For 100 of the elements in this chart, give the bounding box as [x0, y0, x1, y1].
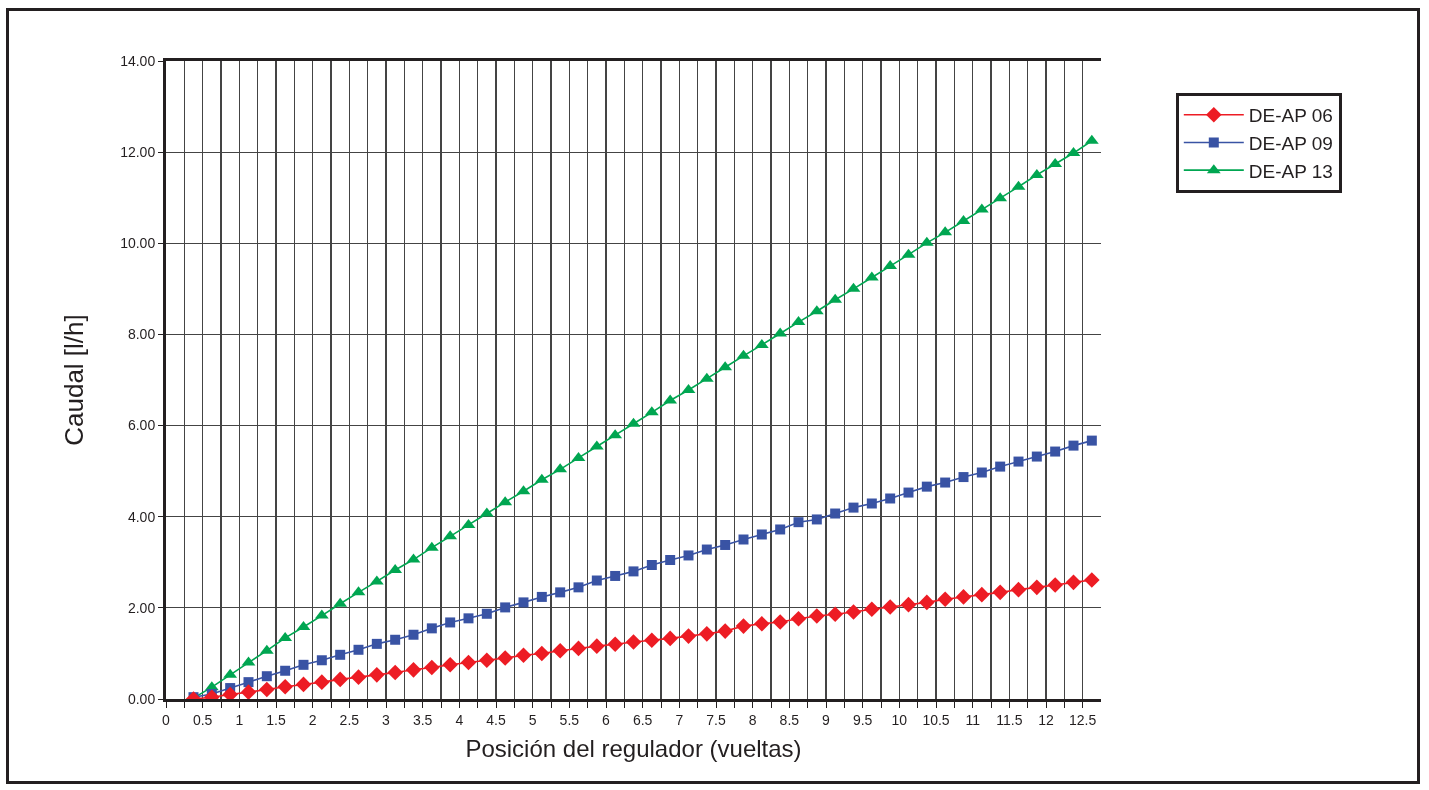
point [518, 597, 529, 608]
point [646, 560, 657, 571]
point [1065, 574, 1082, 591]
point [665, 555, 676, 566]
point [280, 665, 291, 676]
point [625, 634, 642, 650]
point [332, 671, 348, 688]
x-tick-label: 3 [382, 711, 391, 728]
point [882, 599, 898, 615]
point [371, 638, 382, 649]
point [811, 514, 822, 525]
point [845, 604, 862, 620]
x-tick-label: 2.5 [339, 711, 360, 728]
x-tick-label: 4 [455, 711, 464, 728]
x-tick-label: 3.5 [412, 711, 433, 728]
point [976, 467, 987, 478]
point [350, 669, 367, 685]
y-tick-label: 10.00 [120, 235, 156, 252]
x-tick-label: 6.5 [632, 711, 653, 728]
y-tick-label: 12.00 [120, 144, 156, 161]
point [591, 575, 602, 586]
point [243, 677, 254, 688]
legend-label: DE-AP 09 [1248, 132, 1333, 154]
x-tick-label: 9 [822, 711, 831, 728]
point [992, 584, 1008, 601]
point [500, 602, 511, 613]
point [481, 608, 492, 619]
point [827, 606, 843, 623]
point [885, 493, 896, 504]
point [277, 678, 293, 695]
y-tick-label: 2.00 [127, 599, 156, 616]
point [699, 626, 715, 642]
point [866, 498, 877, 509]
point [426, 623, 437, 634]
point [610, 570, 621, 581]
x-tick-label: 8 [748, 711, 757, 728]
y-tick-label: 6.00 [127, 417, 156, 434]
point [463, 613, 474, 624]
x-tick-label: 9.5 [852, 711, 873, 728]
legend-label: DE-AP 13 [1248, 160, 1333, 182]
point [298, 659, 309, 670]
point [974, 586, 990, 603]
point [555, 587, 566, 598]
point [607, 636, 623, 653]
point [295, 676, 312, 693]
point [314, 674, 330, 690]
point [316, 655, 327, 666]
x-tick-label: 10.5 [922, 711, 950, 728]
y-axis-title: Caudal [l/h] [58, 314, 89, 446]
point [1086, 435, 1097, 446]
point [1010, 581, 1027, 598]
x-tick-label: 7 [675, 711, 684, 728]
point [335, 649, 346, 660]
point [515, 647, 532, 664]
point [442, 657, 458, 673]
y-tick-label: 4.00 [127, 508, 156, 525]
point [940, 477, 951, 488]
point [717, 623, 733, 639]
x-tick-label: 4.5 [486, 711, 506, 728]
point [479, 652, 495, 669]
x-tick-label: 0.5 [192, 711, 213, 728]
x-tick-label: 12 [1038, 711, 1054, 728]
x-tick-label: 2 [308, 711, 317, 728]
point [644, 632, 660, 649]
point [937, 591, 953, 607]
point [772, 614, 788, 630]
x-tick-label: 11 [965, 711, 981, 728]
point [534, 645, 550, 662]
point [809, 608, 825, 624]
point [662, 630, 678, 647]
point [756, 529, 767, 540]
point [1013, 456, 1024, 467]
point [793, 517, 804, 528]
x-tick-label: 5 [528, 711, 537, 728]
point [1047, 577, 1063, 593]
point [405, 662, 422, 678]
point [573, 582, 584, 593]
point [1084, 572, 1100, 588]
point [259, 681, 275, 698]
point [408, 629, 419, 640]
point [958, 472, 969, 483]
x-tick-label: 1.5 [266, 711, 286, 728]
x-tick-label: 5.5 [559, 711, 580, 728]
point [536, 591, 547, 602]
x-tick-label: 12.5 [1069, 711, 1097, 728]
point [261, 671, 272, 682]
x-tick-label: 11.5 [996, 711, 1023, 728]
point [387, 664, 403, 681]
point [680, 628, 697, 644]
point [903, 487, 914, 498]
point [955, 589, 972, 605]
point [390, 634, 401, 645]
point [1068, 440, 1079, 451]
point [1029, 579, 1045, 596]
point [738, 534, 749, 545]
point [790, 610, 807, 627]
point [754, 616, 770, 632]
point [995, 461, 1006, 472]
x-tick-label: 8.5 [779, 711, 800, 728]
point [240, 684, 257, 699]
